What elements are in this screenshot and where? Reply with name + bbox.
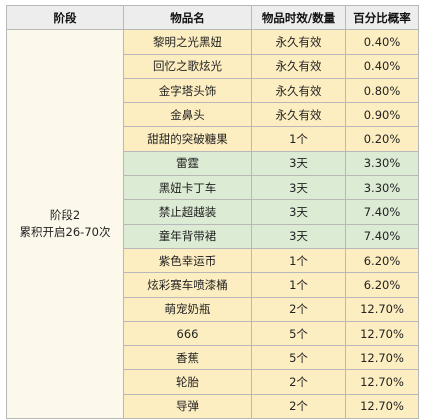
duration-cell: 永久有效	[251, 53, 346, 79]
stage-label: 阶段2	[49, 208, 81, 223]
table-row: 童年背带裙 3天 7.40%	[7, 223, 419, 249]
item-name-cell: 轮胎	[123, 369, 252, 395]
item-name-cell: 666	[123, 320, 252, 347]
probability-cell: 7.40%	[345, 223, 419, 249]
probability-cell: 0.40%	[345, 53, 419, 79]
duration-cell: 永久有效	[251, 102, 346, 128]
item-name-cell: 金字塔头饰	[123, 77, 252, 104]
header-row: 阶段 物品名 物品时效/数量 百分比概率	[6, 4, 419, 31]
duration-cell: 永久有效	[251, 29, 346, 55]
probability-cell: 12.70%	[345, 345, 419, 371]
table-row: 禁止超越装 3天 7.40%	[7, 199, 419, 225]
duration-cell: 3天	[251, 175, 346, 201]
duration-cell: 3天	[251, 150, 346, 177]
table-row: 甜甜的突破糖果 1个 0.20%	[7, 126, 419, 152]
probability-cell: 0.40%	[345, 29, 419, 55]
duration-cell: 5个	[251, 345, 346, 371]
probability-cell: 3.30%	[345, 175, 419, 201]
item-name-cell: 金鼻头	[123, 102, 252, 128]
stage-cell: 阶段2 累积开启26-70次	[6, 29, 124, 419]
table-row: 金鼻头 永久有效 0.90%	[7, 102, 419, 128]
item-name-cell: 炫彩赛车喷漆桶	[123, 272, 252, 298]
table-row: 阶段2 累积开启26-70次 黎明之光黑妞 永久有效 0.40%	[6, 29, 419, 419]
duration-cell: 2个	[251, 369, 346, 395]
table-row: 香蕉 5个 12.70%	[7, 345, 419, 371]
item-name-cell: 萌宠奶瓶	[123, 296, 252, 322]
probability-cell: 0.90%	[345, 102, 419, 128]
item-name-cell: 甜甜的突破糖果	[123, 126, 252, 152]
table-row: 回忆之歌炫光 永久有效 0.40%	[7, 53, 419, 79]
duration-cell: 1个	[251, 126, 346, 152]
item-name-cell: 童年背带裙	[123, 223, 252, 249]
probability-cell: 0.80%	[345, 77, 419, 104]
header-stage: 阶段	[6, 4, 124, 31]
duration-cell: 永久有效	[251, 77, 346, 104]
item-name-cell: 黎明之光黑妞	[123, 29, 252, 55]
item-name-cell: 紫色幸运币	[123, 247, 252, 274]
duration-cell: 3天	[251, 199, 346, 225]
probability-cell: 3.30%	[345, 150, 419, 177]
stage-range: 累积开启26-70次	[19, 225, 111, 240]
probability-cell: 7.40%	[345, 199, 419, 225]
probability-cell: 0.20%	[345, 126, 419, 152]
probability-cell: 12.70%	[345, 369, 419, 395]
item-name-cell: 禁止超越装	[123, 199, 252, 225]
item-name-cell: 回忆之歌炫光	[123, 53, 252, 79]
header-item-name: 物品名	[123, 4, 252, 31]
duration-cell: 1个	[251, 272, 346, 298]
table-row: 金字塔头饰 永久有效 0.80%	[7, 77, 419, 104]
table-row: 炫彩赛车喷漆桶 1个 6.20%	[7, 272, 419, 298]
probability-cell: 12.70%	[345, 393, 419, 419]
table-row: 萌宠奶瓶 2个 12.70%	[7, 296, 419, 322]
probability-cell: 6.20%	[345, 272, 419, 298]
item-name-cell: 导弹	[123, 393, 252, 419]
duration-cell: 2个	[251, 393, 346, 419]
table-row: 紫色幸运币 1个 6.20%	[7, 247, 419, 274]
probability-cell: 12.70%	[345, 320, 419, 347]
duration-cell: 2个	[251, 296, 346, 322]
table-row: 雷霆 3天 3.30%	[7, 150, 419, 177]
table-body: 阶段2 累积开启26-70次 黎明之光黑妞 永久有效 0.40% 回忆之歌炫光 永久有…	[6, 29, 419, 419]
table-row: 轮胎 2个 12.70%	[7, 369, 419, 395]
probability-table: 阶段 物品名 物品时效/数量 百分比概率 阶段2 累积开启26-70次 黎明之光…	[6, 4, 419, 419]
probability-cell: 12.70%	[345, 296, 419, 322]
item-name-cell: 香蕉	[123, 345, 252, 371]
probability-cell: 6.20%	[345, 247, 419, 274]
header-duration: 物品时效/数量	[251, 4, 346, 31]
duration-cell: 5个	[251, 320, 346, 347]
item-name-cell: 雷霆	[123, 150, 252, 177]
duration-cell: 3天	[251, 223, 346, 249]
header-probability: 百分比概率	[345, 4, 419, 31]
table-row: 666 5个 12.70%	[7, 320, 419, 347]
duration-cell: 1个	[251, 247, 346, 274]
item-name-cell: 黑妞卡丁车	[123, 175, 252, 201]
